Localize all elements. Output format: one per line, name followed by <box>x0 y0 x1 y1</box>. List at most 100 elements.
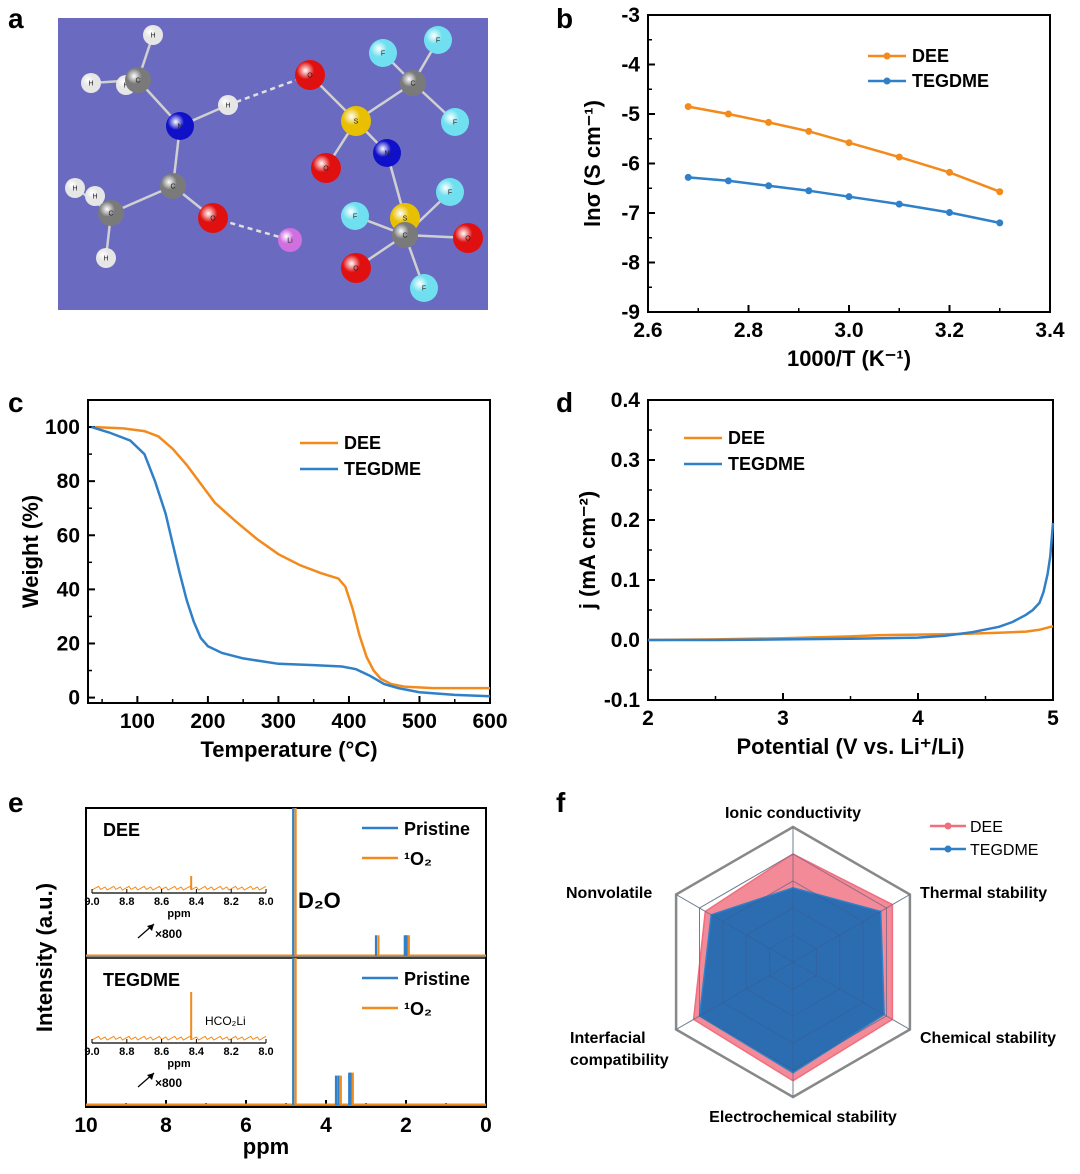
inset-tick-label: 8.8 <box>119 896 134 908</box>
atom-label: F <box>448 190 452 197</box>
atom-O <box>453 223 483 253</box>
x-tick-label: 3.4 <box>1035 319 1065 342</box>
x-tick-label: 500 <box>402 710 437 733</box>
series-dee-point <box>724 110 732 118</box>
atom-label: F <box>422 286 426 293</box>
radar-grid-overlay <box>699 853 887 1071</box>
radar-spoke-overlay <box>792 961 911 1030</box>
inset-tick-label: 8.0 <box>258 1046 273 1058</box>
y-tick-label: 0.2 <box>611 509 640 532</box>
inset-tick-label: 8.2 <box>224 896 239 908</box>
atom-label: O <box>307 73 313 80</box>
chart-d: 2 3 4 5 -0.1 0.0 0.1 0.2 0.3 0.4 Potential (V vs. … <box>575 389 1059 759</box>
atom-label: H <box>88 81 93 88</box>
radar-spoke-overlay <box>792 894 911 963</box>
atom-label: C <box>108 211 113 218</box>
atom-label: O <box>353 266 359 273</box>
series-dee-point <box>946 168 953 176</box>
legend-label: ¹O₂ <box>404 999 432 1019</box>
atom-N <box>373 139 401 167</box>
scale-label: ×800 <box>155 1076 182 1090</box>
x-tick-label: 2.6 <box>633 319 662 342</box>
y-tick-label: -6 <box>621 153 640 176</box>
panel-label-e: e <box>8 787 24 818</box>
legend-label: ¹O₂ <box>404 849 432 869</box>
atom-label: H <box>92 194 97 201</box>
y-tick-label: 0.3 <box>611 449 640 472</box>
x-tick-label: 400 <box>331 710 366 733</box>
atom-label: H <box>225 103 230 110</box>
atom-H <box>81 73 101 93</box>
y-tick-label: -5 <box>621 103 640 126</box>
legend-marker <box>944 845 952 853</box>
y-axis-label: Weight (%) <box>18 495 43 608</box>
series-tegdme-point <box>895 200 903 208</box>
y-tick-label: 0.0 <box>611 629 640 652</box>
series-dee-point <box>684 103 692 111</box>
atom-C <box>125 67 151 93</box>
x-tick-label: 2 <box>400 1114 412 1137</box>
atom-label: H <box>72 186 77 193</box>
inset-tick-label: 8.8 <box>119 1046 134 1058</box>
legend-label: TEGDME <box>344 459 421 479</box>
y-tick-label: 0 <box>68 687 80 710</box>
chart-f: Ionic conductivity Thermal stability Chemi… <box>566 805 1056 1126</box>
atom-N <box>166 112 194 140</box>
inset-tick-label: 9.0 <box>84 896 99 908</box>
atom-H <box>85 186 105 206</box>
y-tick-label: 80 <box>57 470 80 493</box>
legend-label: DEE <box>728 428 765 448</box>
x-tick-label: 10 <box>74 1114 97 1137</box>
subpanel-label: DEE <box>103 820 140 840</box>
y-tick-label: 100 <box>45 416 80 439</box>
radar-grid-overlay <box>769 934 817 990</box>
y-tick-label: 20 <box>57 632 80 655</box>
x-tick-label: 3.2 <box>935 319 964 342</box>
series-tegdme <box>648 522 1055 642</box>
atom-label: C <box>135 78 140 85</box>
legend-marker <box>883 77 891 85</box>
radar-axis-label: Interfacial <box>570 1030 646 1047</box>
inset-axis-label: ppm <box>167 1058 190 1070</box>
radar-axis-label: Chemical stability <box>920 1030 1056 1047</box>
atom-label: C <box>402 233 407 240</box>
inset-tick-label: 8.2 <box>224 1046 239 1058</box>
chart-e: 10 8 6 4 2 0 ppm Intensity (a.u.) DEE D₂O Pristine… <box>32 807 492 1159</box>
series-tegdme-point <box>684 173 692 181</box>
x-tick-label: 100 <box>120 710 155 733</box>
chart-c: 100 200 300 400 500 600 0 20 40 60 80 100 Temperatur… <box>18 399 508 762</box>
inset-axis-label: ppm <box>167 908 190 920</box>
radar-grid-overlay <box>745 907 841 1017</box>
radar-grid-overlay <box>722 880 864 1044</box>
series-tegdme-point <box>946 209 953 217</box>
x-tick-label: 200 <box>190 710 225 733</box>
atom-O <box>295 60 325 90</box>
x-tick-label: 2.8 <box>734 319 764 342</box>
subpanel-label: TEGDME <box>103 970 180 990</box>
plot-frame <box>87 399 491 704</box>
atom-label: C <box>170 184 175 191</box>
legend-label: TEGDME <box>970 842 1038 859</box>
x-tick-label: 4 <box>320 1114 332 1137</box>
panel-label-f: f <box>556 787 566 818</box>
atom-Li <box>278 228 302 252</box>
x-tick-label: 2 <box>642 707 654 730</box>
series-dee-point <box>895 153 903 161</box>
y-tick-label: -9 <box>621 301 640 324</box>
legend-marker <box>883 52 891 60</box>
y-tick-label: 40 <box>57 578 80 601</box>
chart-b: 2.6 2.8 3.0 3.2 3.4 -9 -8 -7 -6 -5 -4 -3 1000/T (K⁻¹… <box>580 4 1065 371</box>
atom-F <box>436 178 464 206</box>
x-tick-label: 8 <box>160 1114 172 1137</box>
plot-frame <box>647 399 1054 701</box>
atom-label: F <box>436 38 440 45</box>
atom-O <box>198 203 228 233</box>
x-tick-label: 300 <box>261 710 296 733</box>
plot-frame <box>647 14 1051 313</box>
inset-tick-label: 8.6 <box>154 896 169 908</box>
x-tick-label: 600 <box>472 710 507 733</box>
atom-O <box>311 153 341 183</box>
peak-label: D₂O <box>298 888 341 913</box>
